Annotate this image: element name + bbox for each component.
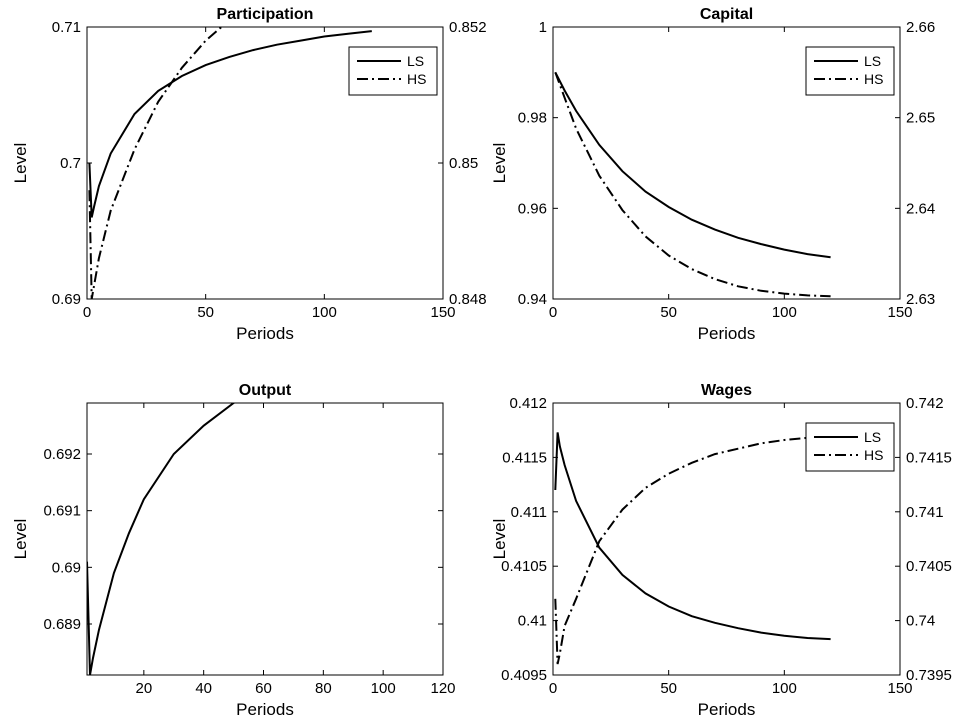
legend-box (805, 46, 895, 96)
y-tick-label: 0.4105 (501, 558, 547, 575)
x-tick-label: 150 (887, 680, 912, 697)
y-tick-label: 0.7 (60, 155, 81, 172)
axes-box (86, 402, 444, 676)
y2-tick-label: 2.64 (906, 200, 935, 217)
chart-title: Output (239, 382, 292, 399)
legend-box (348, 46, 438, 96)
y-tick-label: 0.691 (43, 503, 81, 520)
x-tick-label: 50 (197, 304, 214, 321)
series-line-hs (554, 434, 831, 665)
legend-label-ls: LS (864, 429, 881, 445)
y-tick-label: 0.69 (52, 559, 81, 576)
y-axis-label: Level (11, 143, 30, 184)
x-tick-label: 120 (430, 680, 455, 697)
x-tick-label: 100 (772, 304, 797, 321)
chart-title: Participation (217, 6, 314, 23)
y-tick-label: 0.4095 (501, 667, 547, 684)
x-tick-label: 60 (255, 680, 272, 697)
x-tick-label: 50 (660, 680, 677, 697)
y2-tick-label: 0.7405 (906, 558, 952, 575)
y2-tick-label: 0.852 (449, 19, 487, 36)
y-axis-label: Level (490, 519, 509, 560)
y2-tick-label: 0.85 (449, 155, 478, 172)
y-tick-label: 0.69 (52, 291, 81, 308)
x-tick-label: 150 (887, 304, 912, 321)
y-axis-label: Level (490, 143, 509, 184)
chart-title: Capital (700, 6, 753, 23)
y-tick-label: 0.98 (518, 110, 547, 127)
series-line-0 (87, 403, 236, 675)
y2-tick-label: 0.74 (906, 613, 935, 630)
x-tick-label: 100 (312, 304, 337, 321)
y-tick-label: 0.96 (518, 200, 547, 217)
y-tick-label: 0.71 (52, 19, 81, 36)
x-axis-label: Periods (698, 700, 756, 719)
x-tick-label: 20 (135, 680, 152, 697)
y-tick-label: 0.94 (518, 291, 547, 308)
x-tick-label: 0 (83, 304, 91, 321)
x-tick-label: 0 (549, 680, 557, 697)
y2-tick-label: 2.66 (906, 19, 935, 36)
chart-title: Wages (701, 382, 752, 399)
y2-tick-label: 0.742 (906, 395, 944, 412)
x-axis-label: Periods (236, 700, 294, 719)
legend: LS HS (805, 422, 895, 472)
legend-label-hs: HS (407, 71, 426, 87)
legend-label-hs: HS (864, 71, 883, 87)
series-line-ls (88, 30, 372, 218)
y2-tick-label: 0.7415 (906, 449, 952, 466)
axes-box (552, 26, 901, 300)
y-tick-label: 0.692 (43, 446, 81, 463)
y-tick-label: 0.411 (511, 504, 547, 521)
x-tick-label: 40 (195, 680, 212, 697)
chart-2: 20 40 60 80 100 120 0.689 0.69 0.691 0.692 Output P… (11, 382, 456, 719)
y-axis-label: Level (11, 519, 30, 560)
legend: LS HS (805, 46, 895, 96)
axes-box (552, 402, 901, 676)
x-axis-label: Periods (236, 324, 294, 343)
y2-tick-label: 0.741 (906, 504, 944, 521)
legend-box (805, 422, 895, 472)
y2-tick-label: 0.848 (449, 291, 487, 308)
chart-1: 0 50 100 150 0.94 0.96 0.98 1 2.63 2.64 2.65 2.66 Ca… (490, 6, 935, 343)
series-line-ls (554, 432, 831, 641)
x-tick-label: 100 (371, 680, 396, 697)
legend: LS HS (348, 46, 438, 96)
y2-tick-label: 2.65 (906, 110, 935, 127)
y-tick-label: 1 (539, 19, 547, 36)
x-tick-label: 80 (315, 680, 332, 697)
series-line-ls (554, 71, 831, 259)
chart-3: 0 50 100 150 0.4095 0.41 0.4105 0.411 0.4115 0.41… (490, 382, 952, 719)
x-tick-label: 150 (430, 304, 455, 321)
y-tick-label: 0.4115 (502, 449, 547, 466)
legend-label-ls: LS (864, 53, 881, 69)
chart-0: 0 50 100 150 0.69 0.7 0.71 0.848 0.85 0.852 Partic… (11, 6, 487, 343)
y-tick-label: 0.689 (43, 616, 81, 633)
legend-label-ls: LS (407, 53, 424, 69)
x-tick-label: 0 (549, 304, 557, 321)
x-tick-label: 50 (660, 304, 677, 321)
y-tick-label: 0.412 (509, 395, 547, 412)
legend-label-hs: HS (864, 447, 883, 463)
y2-tick-label: 0.7395 (906, 667, 952, 684)
y2-tick-label: 2.63 (906, 291, 935, 308)
series-line-hs (88, 27, 224, 299)
x-tick-label: 100 (772, 680, 797, 697)
series-line-hs (554, 71, 831, 298)
y-tick-label: 0.41 (518, 613, 547, 630)
x-axis-label: Periods (698, 324, 756, 343)
